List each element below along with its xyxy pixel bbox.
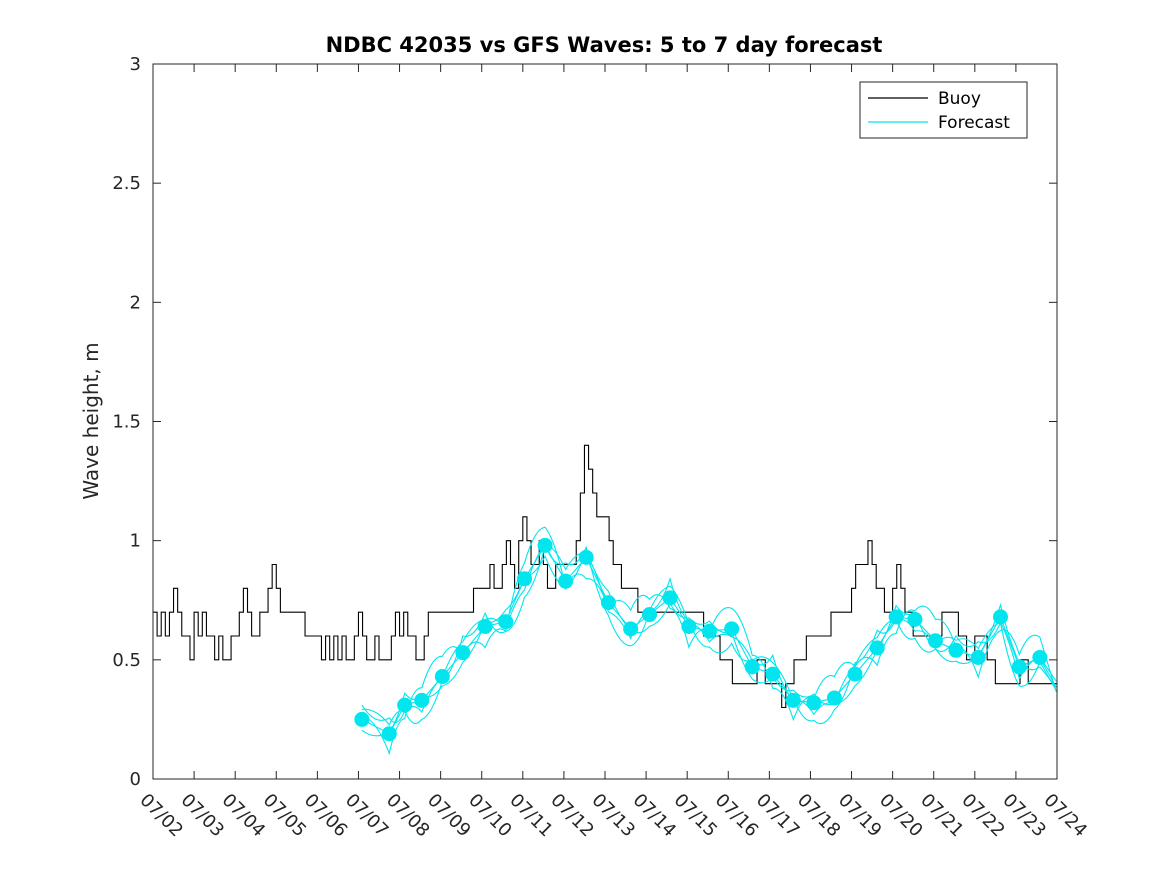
x-tick-label: 07/23: [998, 790, 1050, 842]
buoy-series-line: [153, 444, 1057, 709]
forecast-point: [907, 611, 923, 627]
x-tick-label: 07/20: [875, 790, 927, 842]
x-tick-label: 07/12: [546, 790, 598, 842]
forecast-trace: [361, 543, 1057, 725]
forecast-point: [434, 669, 450, 685]
forecast-point: [623, 621, 639, 637]
forecast-trace: [361, 544, 1057, 735]
x-tick-label: 07/17: [752, 790, 804, 842]
forecast-point: [993, 609, 1008, 625]
x-tick-label: 07/07: [341, 790, 393, 842]
forecast-point: [662, 590, 678, 606]
y-tick-label: 0.5: [112, 650, 141, 671]
forecast-point: [354, 711, 370, 727]
y-tick-label: 0: [130, 769, 141, 790]
axes-frame: [152, 63, 1058, 780]
forecast-point: [724, 621, 740, 637]
axes: 00.511.522.5307/0207/0307/0407/0507/0607…: [112, 54, 1091, 841]
forecast-point: [558, 573, 574, 589]
forecast-point: [970, 649, 986, 665]
forecast-point: [785, 692, 801, 708]
x-tick-label: 07/11: [505, 790, 557, 842]
forecast-point: [765, 666, 781, 682]
x-tick-label: 07/18: [793, 790, 845, 842]
forecast-point: [642, 607, 658, 623]
x-tick-label: 07/02: [135, 790, 187, 842]
forecast-point: [1011, 659, 1027, 675]
x-tick-label: 07/04: [218, 790, 270, 842]
y-tick-label: 3: [130, 54, 141, 75]
forecast-point: [578, 549, 594, 565]
y-tick-label: 2: [130, 292, 141, 313]
x-tick-label: 07/15: [670, 790, 722, 842]
forecast-point: [498, 614, 514, 630]
forecast-point: [869, 640, 885, 656]
forecast-point: [826, 690, 842, 706]
x-tick-label: 07/05: [259, 790, 311, 842]
forecast-point: [1032, 649, 1048, 665]
chart-title: NDBC 42035 vs GFS Waves: 5 to 7 day fore…: [326, 33, 883, 57]
forecast-point: [455, 645, 471, 661]
legend-label-buoy: Buoy: [938, 89, 981, 109]
forecast-point: [477, 618, 493, 634]
forecast-point: [414, 692, 430, 708]
x-tick-label: 07/19: [834, 790, 886, 842]
forecast-point: [381, 726, 397, 742]
forecast-point: [517, 571, 533, 587]
forecast-point: [948, 642, 964, 658]
forecast-point: [806, 695, 822, 711]
x-tick-label: 07/10: [464, 790, 516, 842]
plot-area: [153, 444, 1057, 756]
y-tick-label: 1.5: [112, 412, 141, 433]
forecast-point: [397, 697, 413, 713]
forecast-trace: [361, 549, 1057, 737]
forecast-point: [681, 618, 697, 634]
y-tick-label: 2.5: [112, 173, 141, 194]
legend-label-forecast: Forecast: [938, 113, 1010, 133]
x-tick-label: 07/09: [423, 790, 475, 842]
forecast-point: [600, 595, 616, 611]
forecast-point: [744, 659, 760, 675]
forecast-point: [847, 666, 863, 682]
x-tick-label: 07/03: [177, 790, 229, 842]
y-axis-label: Wave height, m: [79, 342, 103, 499]
x-tick-label: 07/24: [1039, 790, 1091, 842]
x-tick-label: 07/08: [382, 790, 434, 842]
forecast-point: [888, 609, 904, 625]
x-tick-label: 07/14: [629, 790, 681, 842]
x-tick-label: 07/21: [916, 790, 968, 842]
y-tick-label: 1: [130, 531, 141, 552]
forecast-point: [537, 537, 553, 553]
legend: Buoy Forecast: [859, 81, 1028, 139]
forecast-trace: [361, 526, 1057, 756]
x-tick-label: 07/22: [957, 790, 1009, 842]
forecast-trace: [361, 543, 1057, 726]
x-tick-label: 07/06: [300, 790, 352, 842]
legend-box: [859, 81, 1028, 139]
x-tick-label: 07/16: [711, 790, 763, 842]
forecast-point: [701, 623, 717, 639]
forecast-point: [927, 633, 943, 649]
x-tick-label: 07/13: [587, 790, 639, 842]
